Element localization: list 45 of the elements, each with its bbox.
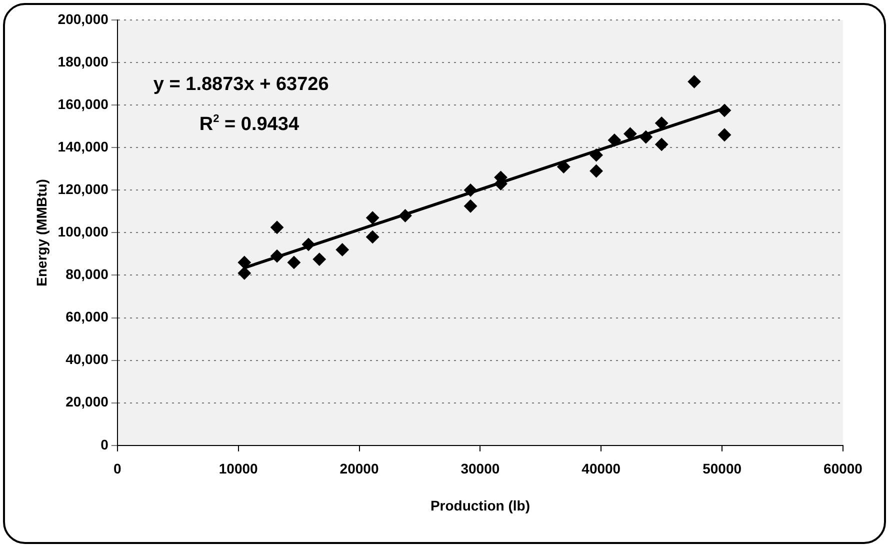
point	[238, 256, 251, 269]
point	[639, 130, 652, 144]
x-tick-label: 50000	[702, 460, 742, 477]
x-tick-label: 40000	[582, 460, 621, 477]
x-tick-label: 0	[114, 460, 122, 477]
y-tick-label: 200,000	[58, 10, 109, 27]
point	[718, 128, 731, 142]
x-axis-title: Production (lb)	[430, 497, 530, 514]
annotation: y = 1.8873x + 63726	[153, 74, 329, 95]
point	[464, 184, 478, 197]
point	[464, 200, 478, 213]
x-tick-label: 30000	[460, 460, 500, 477]
point	[366, 211, 380, 224]
point	[718, 104, 731, 117]
point	[655, 138, 668, 151]
y-axis-title: Energy (MMBtu)	[33, 179, 50, 286]
point	[688, 75, 701, 88]
point	[557, 160, 570, 174]
point	[270, 250, 284, 263]
point	[655, 116, 668, 130]
x-tick-label: 10000	[218, 460, 258, 477]
point	[238, 266, 251, 280]
x-tick-label: 60000	[824, 460, 863, 477]
y-tick-label: 60,000	[66, 308, 109, 325]
y-tick-label: 100,000	[58, 224, 109, 240]
point	[287, 256, 300, 269]
y-tick-label: 140,000	[58, 138, 109, 154]
point	[312, 252, 326, 266]
point	[590, 164, 603, 178]
y-tick-label: 80,000	[66, 266, 109, 282]
x-tick-label: 20000	[340, 460, 379, 477]
point	[336, 243, 349, 256]
y-tick-label: 160,000	[58, 96, 109, 112]
y-tick-label: 20,000	[66, 394, 109, 410]
point	[590, 148, 603, 162]
y-tick-label: 40,000	[66, 351, 109, 368]
point	[608, 134, 621, 147]
point	[366, 230, 380, 244]
point	[398, 209, 412, 222]
y-tick-label: 120,000	[58, 181, 109, 198]
point	[624, 127, 637, 140]
point	[302, 238, 315, 251]
y-tick-label: 180,000	[58, 53, 109, 70]
y-tick-label: 0	[100, 436, 109, 452]
point	[270, 220, 284, 234]
